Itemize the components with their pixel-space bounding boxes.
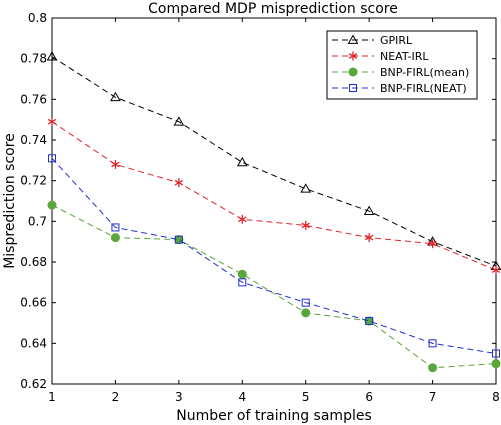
x-tick-label: 3 (175, 390, 183, 404)
data-point (238, 214, 247, 224)
data-point (238, 278, 247, 287)
x-tick-label: 2 (112, 390, 120, 404)
legend-marker (348, 51, 358, 61)
data-point (364, 233, 374, 243)
data-point (47, 117, 57, 127)
series-line (51, 157, 497, 354)
data-point (48, 154, 56, 163)
legend-label: GPIRL (380, 34, 413, 47)
data-point (46, 51, 58, 61)
data-point (111, 223, 120, 232)
series-3 (47, 200, 501, 373)
data-point (428, 339, 437, 348)
data-point (301, 220, 310, 230)
data-point (428, 363, 438, 373)
data-point (301, 308, 311, 318)
x-tick-label: 1 (48, 390, 56, 404)
legend-label: NEAT-IRL (380, 50, 429, 63)
y-tick-label: 0.76 (20, 92, 47, 106)
y-tick-label: 0.68 (20, 255, 47, 269)
legend-entry-4: BNP-FIRL(NEAT) (332, 82, 467, 95)
y-tick-label: 0.78 (20, 52, 47, 66)
data-point (173, 116, 185, 126)
data-point (301, 298, 310, 307)
y-tick-label: 0.72 (20, 174, 47, 188)
legend-entry-2: NEAT-IRL (332, 50, 429, 63)
series-4 (48, 154, 500, 358)
data-point (300, 183, 312, 193)
data-point (174, 235, 184, 245)
x-tick-label: 8 (492, 390, 500, 404)
legend-entry-1: GPIRL (332, 34, 413, 47)
y-axis-title: Misprediction score (2, 133, 18, 269)
data-point (174, 178, 184, 188)
y-tick-label: 0.7 (28, 214, 47, 228)
data-point (110, 91, 121, 102)
legend-marker (347, 34, 359, 44)
data-point (236, 156, 248, 167)
x-axis-title: Number of training samples (176, 408, 372, 424)
data-point (491, 265, 501, 275)
data-point (47, 200, 57, 210)
data-point (237, 269, 247, 279)
x-tick-label: 7 (429, 390, 437, 404)
x-tick-label: 5 (302, 390, 310, 404)
series-2 (47, 117, 501, 275)
y-tick-label: 0.62 (20, 377, 47, 391)
y-tick-label: 0.8 (28, 11, 47, 25)
chart-title: Compared MDP misprediction score (148, 1, 398, 17)
series-line (51, 56, 497, 267)
y-tick-label: 0.66 (20, 296, 47, 310)
data-point (364, 316, 374, 326)
series-layer (46, 51, 501, 373)
data-point (428, 239, 437, 249)
data-point (174, 235, 183, 244)
legend: GPIRL NEAT-IRL BNP-FIRL(mean) BNP-FIRL(NEAT… (326, 30, 478, 100)
series-line (51, 204, 497, 369)
data-point (363, 205, 375, 216)
legend-label: BNP-FIRL(mean) (380, 66, 469, 79)
data-point (365, 316, 374, 325)
data-point (491, 359, 501, 369)
y-tick-label: 0.74 (20, 133, 47, 147)
legend-entry-3: BNP-FIRL(mean) (332, 66, 469, 79)
data-point (110, 233, 120, 243)
legend-marker (349, 84, 357, 92)
x-tick-label: 4 (238, 390, 246, 404)
series-1 (46, 51, 501, 270)
legend-marker (348, 67, 358, 77)
y-tick-label: 0.64 (20, 336, 47, 350)
data-point (492, 349, 500, 358)
axis-ticks: 1 2 3 4 5 6 7 8 0.62 0.64 0.66 0.68 0.7 0.72 0.74 0.76 0… (20, 11, 500, 404)
x-tick-label: 6 (365, 390, 373, 404)
data-point (111, 159, 120, 169)
legend-label: BNP-FIRL(NEAT) (380, 82, 467, 95)
